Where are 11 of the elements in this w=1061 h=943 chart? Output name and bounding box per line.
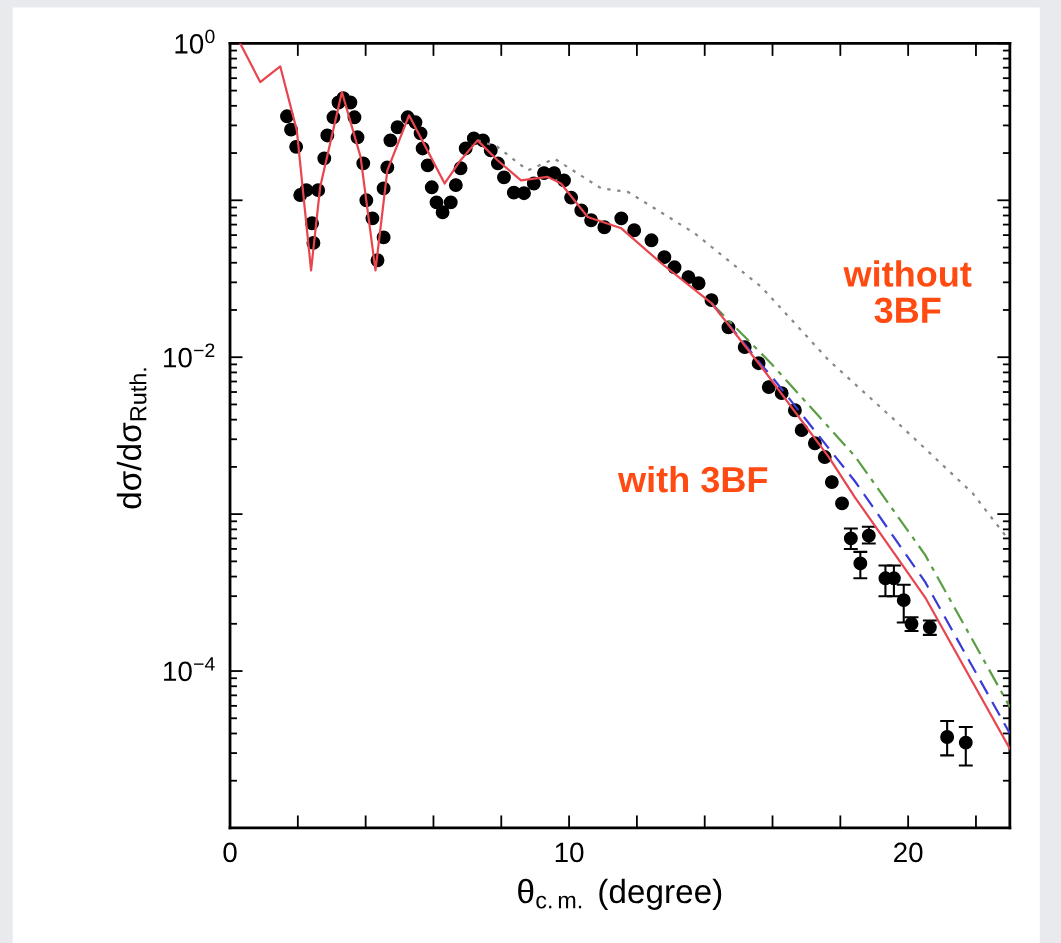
annotation: with 3BF bbox=[617, 465, 768, 493]
line-series bbox=[239, 43, 1010, 750]
y-tick-label: 10$^{−4}$ bbox=[164, 657, 215, 682]
annotation: without 3BF bbox=[843, 260, 972, 324]
x-tick-label: 10 bbox=[555, 842, 584, 863]
x-tick-label: 20 bbox=[894, 842, 923, 863]
y-axis-title: dσ/dσ$_{Ruth.}$ bbox=[116, 368, 147, 509]
y-tick-label: 10$^{0}$ bbox=[175, 29, 215, 54]
x-axis-title: θ$_{c.m.}$ (degree) bbox=[518, 878, 722, 910]
y-tick-label: 10$^{−2}$ bbox=[164, 343, 215, 368]
x-tick-label: 0 bbox=[223, 842, 237, 863]
